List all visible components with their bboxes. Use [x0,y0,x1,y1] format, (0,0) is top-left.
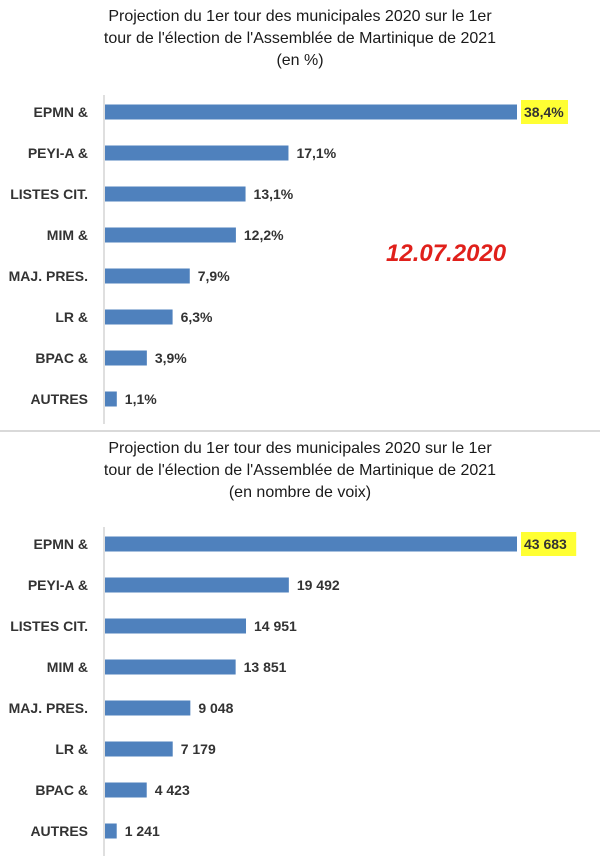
value-label: 14 951 [254,618,297,634]
bar [105,618,247,634]
bar [105,700,191,716]
bar [105,391,117,407]
value-label: 7 179 [181,741,216,757]
value-label: 7,9% [198,268,230,284]
chart-title-line: tour de l'élection de l'Assemblée de Mar… [103,30,497,47]
value-label: 9 048 [198,700,233,716]
category-label: MIM & [47,659,88,675]
chart-title: Projection du 1er tour des municipales 2… [0,6,600,72]
category-label: MAJ. PRES. [9,700,88,716]
bar [105,741,173,757]
bar [105,227,236,243]
value-label: 6,3% [181,309,213,325]
category-label: AUTRES [30,823,88,839]
chart-title-line: (en %) [276,52,324,69]
category-label: LR & [55,309,88,325]
panel-divider [0,430,600,432]
value-label: 13,1% [254,186,294,202]
bar [105,782,147,798]
value-label: 12,2% [244,227,284,243]
value-label: 4 423 [155,782,190,798]
category-label: EPMN & [34,104,88,120]
category-label: PEYI-A & [28,145,88,161]
value-label: 1,1% [125,391,157,407]
value-label: 13 851 [244,659,287,675]
category-label: BPAC & [35,350,88,366]
value-label: 1 241 [125,823,160,839]
value-label: 43 683 [524,536,567,552]
chart-title-line: tour de l'élection de l'Assemblée de Mar… [103,462,497,479]
value-highlight [521,532,577,556]
category-label: LR & [55,741,88,757]
date-stamp: 12.07.2020 [386,240,507,267]
bar-chart-votes: EPMN & 43 683 PEYI-A & 19 492 LISTES CIT. 14 … [9,527,577,856]
value-label: 19 492 [297,577,340,593]
chart-panel-votes: Projection du 1er tour des municipales 2… [0,432,600,863]
chart-title-line: Projection du 1er tour des municipales 2… [108,8,492,25]
bar [105,659,236,675]
value-label: 3,9% [155,350,187,366]
chart-title-line: Projection du 1er tour des municipales 2… [108,440,492,457]
category-label: BPAC & [35,782,88,798]
bar [105,823,117,839]
category-label: EPMN & [34,536,88,552]
chart-title: Projection du 1er tour des municipales 2… [0,438,600,504]
chart-panel-percent: Projection du 1er tour des municipales 2… [0,0,600,430]
category-label: MIM & [47,227,88,243]
bar [105,268,190,284]
category-label: LISTES CIT. [10,186,88,202]
value-label: 17,1% [296,145,336,161]
bar-chart-percent: EPMN & 38,4% PEYI-A & 17,1% LISTES CIT. 13,1%… [9,95,568,424]
category-label: AUTRES [30,391,88,407]
bar [105,145,289,161]
bar [105,577,289,593]
value-highlight [521,100,568,124]
value-label: 38,4% [524,104,564,120]
category-label: MAJ. PRES. [9,268,88,284]
category-label: PEYI-A & [28,577,88,593]
bar [105,536,517,552]
bar [105,186,246,202]
bar [105,350,147,366]
chart-title-line: (en nombre de voix) [228,484,372,501]
category-label: LISTES CIT. [10,618,88,634]
bar [105,309,173,325]
bar [105,104,517,120]
